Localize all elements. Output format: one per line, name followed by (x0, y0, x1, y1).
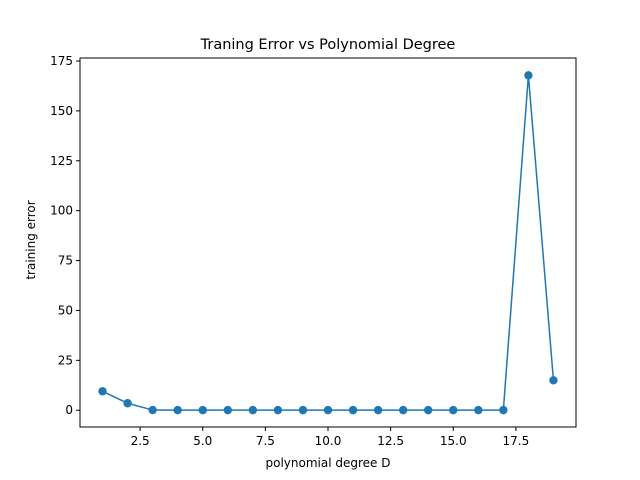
x-tick-label: 5.0 (193, 434, 212, 448)
y-tick-label: 150 (50, 104, 73, 118)
y-tick-label: 75 (58, 254, 73, 268)
data-point (348, 405, 358, 415)
x-tick-label: 2.5 (131, 434, 150, 448)
data-point (273, 405, 283, 415)
y-axis: 0 25 50 75 100 125 150 175 (50, 54, 80, 417)
data-point (298, 405, 308, 415)
x-axis: 2.5 5.0 7.5 10.0 12.5 15.0 17.5 (131, 427, 530, 448)
x-axis-label: polynomial degree D (266, 456, 391, 470)
data-point (223, 405, 232, 415)
axes-frame (79, 57, 577, 428)
chart-title: Traning Error vs Polynomial Degree (200, 37, 456, 53)
plot-area (98, 71, 558, 415)
y-tick-label: 125 (50, 154, 73, 168)
data-point (148, 405, 157, 415)
y-tick-label: 175 (50, 54, 73, 68)
y-tick-label: 50 (58, 303, 73, 317)
data-point (323, 405, 333, 415)
data-point (398, 405, 408, 415)
data-point (524, 71, 533, 80)
y-axis-label: training error (24, 200, 38, 279)
data-point (198, 405, 207, 415)
data-point (248, 405, 258, 415)
data-point (424, 405, 433, 415)
data-point (474, 405, 483, 415)
data-point (123, 399, 132, 408)
y-tick-label: 100 (50, 204, 73, 218)
x-tick-label: 15.0 (440, 434, 467, 448)
x-tick-label: 7.5 (256, 434, 275, 448)
data-point (449, 405, 458, 415)
x-tick-label: 10.0 (315, 434, 342, 448)
y-tick-label: 25 (58, 353, 73, 367)
x-tick-label: 12.5 (377, 434, 404, 448)
y-tick-label: 0 (65, 403, 73, 417)
data-point (499, 405, 508, 415)
x-tick-label: 17.5 (503, 434, 530, 448)
data-point (98, 387, 107, 396)
data-point (173, 405, 182, 415)
data-point (373, 405, 383, 415)
data-point (549, 376, 558, 385)
